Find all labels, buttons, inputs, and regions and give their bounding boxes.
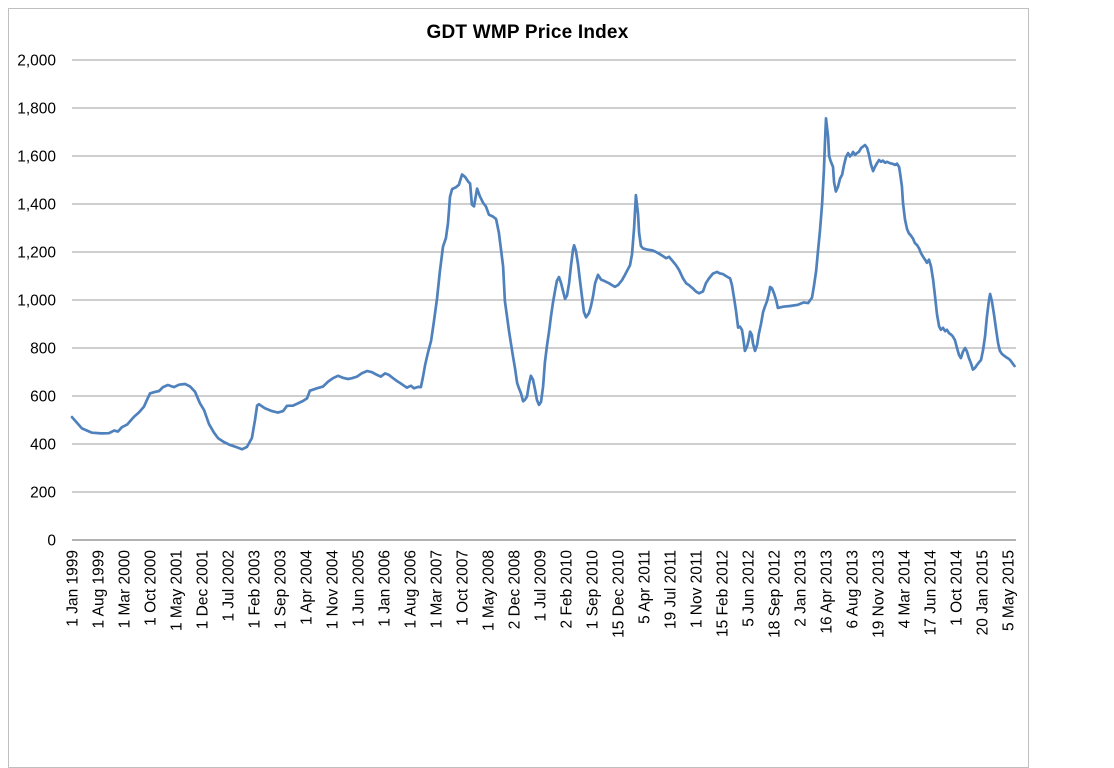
x-axis-tick-label: 1 Jan 2006 [377, 550, 394, 627]
y-axis-tick-label: 600 [30, 389, 56, 406]
x-axis-tick-label: 1 Mar 2000 [117, 550, 134, 629]
x-axis-tick-label: 2 Dec 2008 [507, 550, 524, 629]
x-axis-tick-label: 17 Jun 2014 [923, 550, 940, 636]
x-axis-tick-label: 4 Mar 2014 [897, 550, 914, 629]
y-axis-tick-label: 2,000 [17, 53, 56, 70]
x-axis-tick-label: 1 Oct 2007 [455, 550, 472, 626]
x-axis-tick-label: 1 May 2001 [169, 550, 186, 631]
x-axis-tick-label: 16 Apr 2013 [819, 550, 836, 634]
x-axis-tick-label: 1 Jul 2009 [533, 550, 550, 622]
x-axis-tick-label: 15 Dec 2010 [611, 550, 628, 638]
y-axis-tick-label: 0 [47, 533, 56, 550]
x-axis-tick-label: 1 Sep 2003 [273, 550, 290, 629]
screenshot-root: { "chart_data": { "type": "line", "title… [8, 8, 1029, 768]
x-axis-tick-label: 5 Jun 2012 [741, 550, 758, 627]
y-axis-tick-label: 1,200 [17, 245, 56, 262]
x-axis-tick-label: 15 Feb 2012 [715, 550, 732, 637]
x-axis-tick-label: 5 May 2015 [1001, 550, 1018, 631]
chart-title: GDT WMP Price Index [426, 22, 629, 43]
x-axis-tick-label: 1 Jun 2005 [351, 550, 368, 627]
x-axis-tick-label: 1 Sep 2010 [585, 550, 602, 630]
price-index-series-line [70, 116, 1016, 451]
x-axis-tick-label: 1 Oct 2014 [949, 550, 966, 626]
x-axis-tick-label: 6 Aug 2013 [845, 550, 862, 628]
y-axis-tick-label: 200 [30, 485, 56, 502]
x-axis-tick-label: 1 Jul 2002 [221, 550, 238, 622]
y-axis-tick-label: 1,400 [17, 197, 56, 214]
x-axis-tick-label: 2 Jan 2013 [793, 550, 810, 627]
y-axis-tick-label: 1,800 [17, 101, 56, 118]
x-axis-tick-label: 1 Oct 2000 [143, 550, 160, 626]
x-axis-tick-label: 1 Dec 2001 [195, 550, 212, 629]
x-axis-tick-label: 1 Aug 1999 [91, 550, 108, 628]
x-axis-tick-label: 1 Jan 1999 [65, 550, 82, 627]
x-axis-tick-label: 2 Feb 2010 [559, 550, 576, 629]
y-axis-tick-label: 400 [30, 437, 56, 454]
y-axis-tick-label: 800 [30, 341, 56, 358]
x-axis-tick-label: 19 Jul 2011 [663, 550, 680, 629]
x-axis-tick-label: 18 Sep 2012 [767, 550, 784, 638]
x-axis-tick-label: 1 Feb 2003 [247, 550, 264, 628]
x-axis-tick-label: 5 Apr 2011 [637, 550, 654, 624]
y-axis-tick-label: 1,600 [17, 149, 56, 166]
x-axis-tick-label: 1 Aug 2006 [403, 550, 420, 628]
x-axis-tick-label: 1 Apr 2004 [299, 550, 316, 625]
line-chart-plot-area: 0 200 400 600 800 1,000 1,200 1,400 1,600 1,800 2,… [17, 53, 1018, 638]
x-axis-tick-label: 1 May 2008 [481, 550, 498, 631]
y-axis-tick-label: 1,000 [17, 293, 56, 310]
x-axis-tick-label: 1 Nov 2011 [689, 550, 706, 628]
x-axis-tick-label: 1 Mar 2007 [429, 550, 446, 628]
x-axis-tick-label: 19 Nov 2013 [871, 550, 888, 638]
x-axis-tick-label: 20 Jan 2015 [975, 550, 992, 635]
x-axis-tick-label: 1 Nov 2004 [325, 550, 342, 630]
